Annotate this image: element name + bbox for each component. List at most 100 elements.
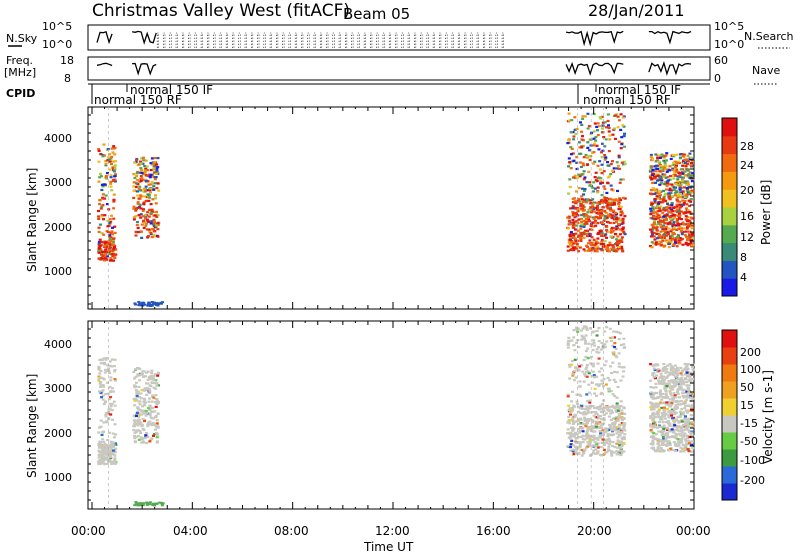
echo-cell (100, 253, 104, 256)
echo-cell (592, 130, 596, 133)
echo-cell (654, 206, 658, 210)
echo-cell (581, 434, 585, 437)
echo-cell (98, 458, 102, 461)
echo-cell (684, 380, 688, 384)
echo-cell (103, 401, 107, 404)
echo-cell (571, 429, 575, 432)
echo-cell (109, 447, 113, 450)
echo-cell (621, 219, 625, 222)
echo-cell (614, 242, 618, 245)
echo-cell (134, 414, 138, 417)
echo-cell (612, 336, 616, 339)
echo-cell (591, 198, 595, 201)
echo-cell (679, 388, 683, 391)
echo-cell (683, 170, 687, 173)
echo-cell (682, 153, 686, 156)
echo-cell (610, 226, 614, 230)
echo-cell (593, 187, 597, 190)
echo-cell (676, 389, 680, 392)
echo-cell (150, 437, 154, 440)
echo-cell (568, 185, 572, 189)
echo-cell (111, 254, 115, 258)
echo-cell (101, 458, 105, 462)
echo-cell (662, 427, 666, 430)
echo-cell (568, 178, 572, 181)
echo-cell (653, 375, 657, 378)
echo-cell (582, 233, 586, 236)
echo-cell (573, 445, 577, 448)
power-cbar-tick: 12 (740, 231, 754, 244)
echo-cell (595, 329, 599, 333)
echo-cell (662, 406, 666, 409)
echo-cell (670, 195, 674, 198)
echo-cell (654, 377, 658, 380)
echo-cell (677, 442, 681, 445)
echo-cell (648, 416, 652, 419)
echo-cell (654, 433, 658, 436)
freq-panel (87, 56, 711, 81)
echo-cell (593, 210, 597, 213)
echo-cell (617, 352, 621, 355)
echo-cell (666, 434, 670, 437)
echo-cell (567, 241, 571, 244)
echo-cell (686, 237, 690, 240)
echo-cell (583, 249, 587, 252)
echo-cell (669, 392, 673, 395)
echo-cell (663, 222, 667, 225)
echo-cell (100, 456, 104, 459)
echo-cell (653, 415, 657, 419)
echo-cell (591, 216, 595, 219)
echo-cell (588, 184, 592, 187)
echo-cell (607, 445, 611, 448)
echo-cell (677, 193, 681, 196)
echo-cell (592, 144, 596, 147)
echo-cell (571, 197, 575, 200)
echo-cell (615, 432, 619, 435)
echo-cell (676, 178, 680, 181)
echo-cell (97, 249, 101, 252)
echo-cell (598, 421, 602, 424)
echo-cell (613, 127, 617, 130)
echo-cell (590, 355, 594, 359)
echo-cell (608, 241, 612, 244)
echo-cell (590, 425, 594, 428)
echo-cell (607, 124, 611, 127)
echo-cell (615, 167, 619, 170)
echo-cell (620, 143, 624, 146)
echo-cell (657, 201, 661, 204)
echo-cell (110, 451, 114, 455)
velocity-cbar-tick: -200 (740, 474, 765, 487)
echo-cell (688, 222, 692, 226)
echo-cell (140, 223, 144, 226)
echo-cell (155, 167, 159, 170)
echo-cell (580, 220, 584, 224)
echo-cell (585, 393, 589, 396)
echo-cell (620, 236, 624, 239)
echo-cell (155, 169, 159, 172)
echo-cell (572, 135, 576, 138)
echo-cell (150, 211, 154, 215)
echo-cell (594, 135, 598, 139)
echo-cell (670, 168, 674, 172)
echo-cell (610, 160, 614, 163)
echo-cell (608, 440, 612, 443)
echo-cell (590, 222, 594, 225)
echo-cell (103, 447, 107, 450)
echo-cell (158, 501, 162, 504)
echo-cell (574, 420, 578, 423)
echo-cell (101, 389, 105, 392)
echo-cell (672, 177, 676, 180)
echo-cell (109, 185, 113, 188)
echo-cell (676, 175, 680, 178)
power-colorbar-frame (721, 117, 738, 297)
echo-cell (149, 168, 153, 172)
echo-cell (144, 388, 148, 392)
echo-cell (622, 407, 626, 410)
echo-cell (587, 249, 591, 252)
echo-cell (97, 248, 101, 251)
echo-cell (582, 215, 586, 218)
echo-cell (590, 210, 594, 213)
echo-cell (134, 501, 138, 504)
echo-cell (653, 192, 657, 195)
echo-cell (567, 165, 571, 168)
